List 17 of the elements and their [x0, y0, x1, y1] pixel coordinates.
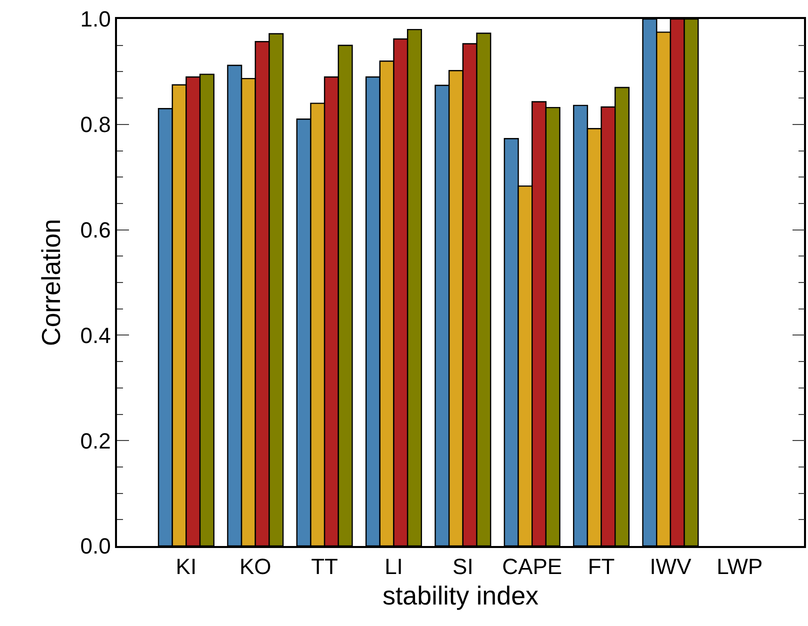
- y-tick-label: 1.0: [80, 6, 111, 32]
- y-tick-label: 0.6: [80, 218, 111, 242]
- x-tick-label: TT: [311, 554, 338, 580]
- x-tick-label: KO: [239, 554, 272, 580]
- y-tick-label: 0.8: [80, 112, 111, 138]
- x-axis-title: stability index: [382, 580, 539, 610]
- x-tick-label: IWV: [650, 554, 692, 580]
- x-tick-label: CAPE: [502, 554, 562, 580]
- x-tick-label: KI: [176, 554, 197, 580]
- x-tick-label: LWP: [716, 554, 763, 580]
- x-tick-label: LI: [384, 554, 403, 580]
- y-tick-label: 0.2: [80, 428, 111, 454]
- y-tick-label: 0.0: [80, 534, 111, 559]
- y-axis-title: Correlation: [36, 218, 66, 346]
- y-tick-label: 0.4: [80, 322, 111, 348]
- x-tick-label: SI: [452, 554, 474, 580]
- x-tick-label: FT: [588, 554, 615, 580]
